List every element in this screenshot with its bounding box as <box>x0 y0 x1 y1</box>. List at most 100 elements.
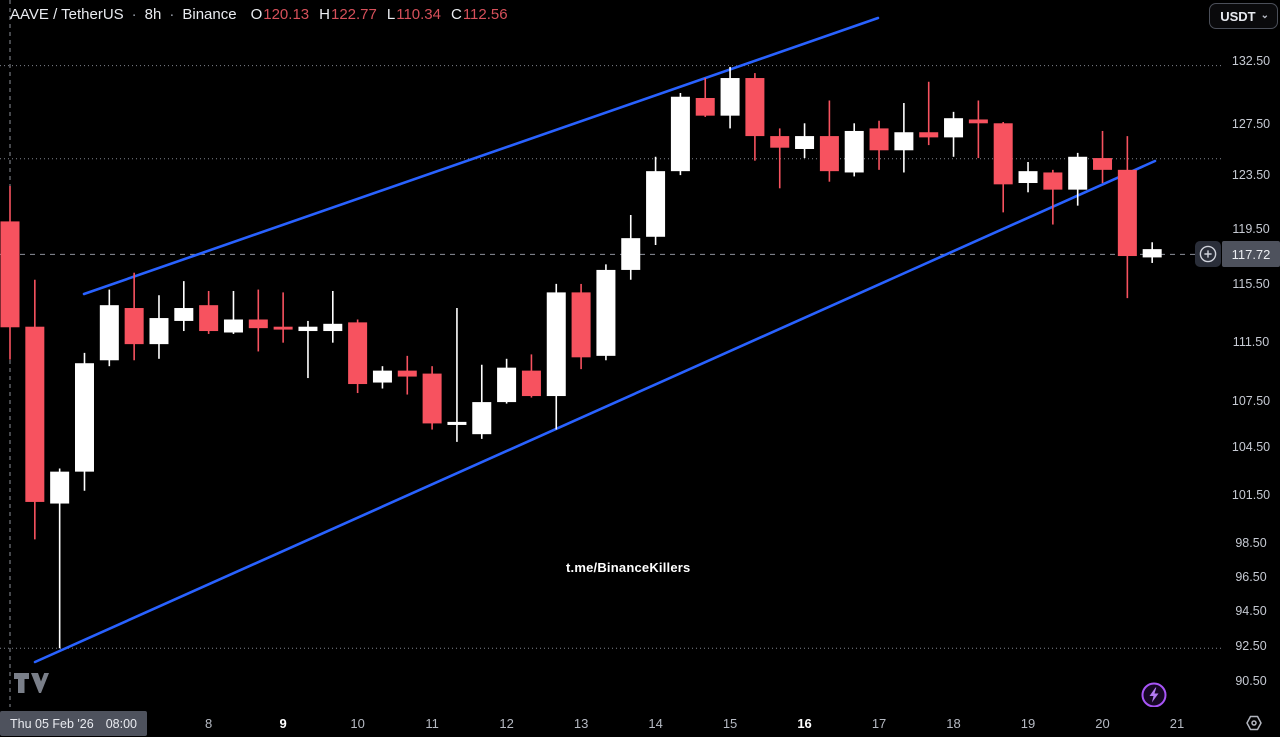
lightning-icon <box>1141 682 1167 708</box>
candle-body <box>819 136 839 172</box>
candle-body <box>372 370 392 383</box>
candle-body <box>25 326 45 502</box>
time-axis-label: 10 <box>350 716 365 731</box>
trendline-channel-upper[interactable] <box>82 16 880 296</box>
crosshair-clock: 08:00 <box>105 716 137 731</box>
candle-body <box>993 123 1013 185</box>
candle-body <box>422 373 442 424</box>
plus-circle-icon <box>1199 246 1217 263</box>
symbol-name[interactable]: AAVE / TetherUS <box>10 6 124 23</box>
candle-body <box>74 363 94 472</box>
price-axis-label: 127.50 <box>1231 116 1271 131</box>
candle-body <box>1068 156 1088 190</box>
price-axis-label: 104.50 <box>1231 440 1271 455</box>
price-axis-label: 90.50 <box>1235 674 1267 689</box>
time-axis-label: 14 <box>648 716 663 731</box>
crosshair-price-label: 117.72 <box>1222 241 1280 268</box>
price-axis-label: 107.50 <box>1231 394 1271 409</box>
time-axis-label: 16 <box>797 716 812 731</box>
price-axis-label: 94.50 <box>1235 603 1267 618</box>
candle-body <box>621 238 641 270</box>
candle-body <box>521 370 541 397</box>
time-axis-label: 21 <box>1169 716 1185 731</box>
time-axis-label: 9 <box>279 716 287 731</box>
currency-selector-button[interactable]: USDT ⌄ <box>1209 3 1278 29</box>
candle-body <box>348 322 368 385</box>
candle-body <box>323 323 343 332</box>
candle-body <box>844 130 864 173</box>
candle-body <box>546 292 566 397</box>
ohlc-values: O 120.13 H 122.77 L 110.34 C 112.56 <box>250 6 508 23</box>
candle-body <box>670 96 690 172</box>
price-axis[interactable]: 132.50 127.50 123.50 119.50 115.50 111.50 107.… <box>1222 0 1280 707</box>
candle-body <box>919 132 939 138</box>
chevron-down-icon: ⌄ <box>1260 10 1269 21</box>
price-axis-label: 96.50 <box>1235 569 1267 584</box>
candle-body <box>472 402 492 435</box>
time-axis-label: 19 <box>1020 716 1036 731</box>
candle-body <box>248 319 268 329</box>
symbol-header: AAVE / TetherUS · 8h · Binance O 120.13 H… <box>10 6 508 23</box>
candle-body <box>770 136 790 148</box>
candle-body <box>397 370 417 377</box>
candle-body <box>124 308 144 345</box>
low-value: 110.34 <box>396 6 441 23</box>
exchange-label: Binance <box>182 6 237 23</box>
price-axis-label: 123.50 <box>1231 168 1271 183</box>
price-axis-label: 115.50 <box>1232 277 1270 292</box>
trendline-channel-lower[interactable] <box>33 159 1157 664</box>
tradingview-logo-icon <box>14 673 49 693</box>
price-axis-label: 92.50 <box>1235 638 1267 653</box>
price-axis-label: 111.50 <box>1232 334 1270 349</box>
watermark: t.me/BinanceKillers <box>566 560 691 575</box>
high-value: 122.77 <box>330 6 377 23</box>
crosshair-date: Thu 05 Feb '26 <box>10 716 94 731</box>
add-alert-plus-button[interactable] <box>1195 241 1221 268</box>
lightning-button[interactable] <box>1140 681 1168 714</box>
time-axis-label: 11 <box>425 716 439 731</box>
price-axis-label: 98.50 <box>1235 536 1267 551</box>
candle-body <box>720 78 740 116</box>
candle-body <box>1117 169 1137 257</box>
candle-body <box>1093 158 1113 170</box>
candle-body <box>571 292 591 358</box>
time-axis-label: 17 <box>871 716 887 731</box>
candle-body <box>695 97 715 116</box>
price-axis-label: 119.50 <box>1232 221 1270 236</box>
interval-label[interactable]: 8h <box>144 6 162 23</box>
price-axis-label: 132.50 <box>1231 54 1271 68</box>
axis-settings-icon[interactable] <box>1243 712 1265 737</box>
candle-body <box>1043 172 1063 190</box>
candle-body <box>99 305 119 361</box>
candle-body <box>596 269 616 356</box>
crosshair-time-label: Thu 05 Feb '26 08:00 <box>0 711 147 736</box>
candle-body <box>223 319 243 333</box>
tradingview-logo[interactable] <box>13 672 49 699</box>
candle-body <box>298 326 318 332</box>
candle-body <box>199 305 219 332</box>
candle-body <box>869 128 889 151</box>
time-axis[interactable]: 8 9 10 11 12 13 14 15 16 17 18 19 20 21 <box>0 707 1280 737</box>
candlestick-chart[interactable] <box>0 0 1280 707</box>
candle-body <box>968 119 988 124</box>
price-axis-label: 101.50 <box>1231 487 1271 502</box>
time-axis-label: 12 <box>499 716 514 731</box>
candle-body <box>0 221 20 328</box>
candle-body <box>174 308 194 321</box>
candle-body <box>646 171 666 237</box>
time-axis-label: 18 <box>946 716 961 731</box>
candle-body <box>795 136 815 149</box>
candle-body <box>745 78 765 137</box>
candle-body <box>497 367 517 403</box>
time-axis-label: 15 <box>722 716 738 731</box>
time-axis-label: 13 <box>573 716 589 731</box>
candle-body <box>894 132 914 151</box>
candle-body <box>149 318 169 345</box>
time-axis-label: 8 <box>205 716 213 731</box>
candle-body <box>944 118 964 138</box>
time-axis-label: 20 <box>1095 716 1110 731</box>
candle-body <box>1142 249 1162 258</box>
candle-body <box>50 471 70 504</box>
candle-body <box>447 421 467 425</box>
